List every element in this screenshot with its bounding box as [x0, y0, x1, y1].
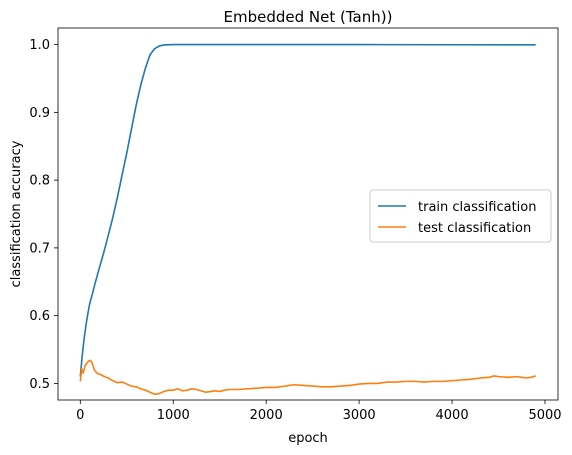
plot-frame [57, 27, 559, 401]
legend-label-test: test classification [418, 221, 531, 236]
x-axis-label: epoch [288, 431, 328, 446]
x-tick-label: 4000 [436, 408, 469, 423]
y-tick-label: 1.0 [29, 38, 50, 53]
chart-title: Embedded Net (Tanh)) [224, 8, 393, 26]
legend: train classification test classification [369, 189, 552, 243]
y-tick-label: 0.8 [29, 174, 50, 189]
y-axis-label: classification accuracy [9, 140, 24, 287]
series-line-train [79, 43, 536, 377]
x-tick-label: 2000 [250, 408, 283, 423]
x-axis-ticks: 0 1000 2000 3000 4000 5000 [76, 400, 562, 423]
legend-box [369, 189, 552, 243]
y-tick-label: 0.7 [29, 241, 50, 256]
x-tick-label: 5000 [528, 408, 561, 423]
series-layer [79, 43, 536, 396]
y-tick-label: 0.9 [29, 106, 50, 121]
x-tick-label: 3000 [343, 408, 376, 423]
legend-label-train: train classification [418, 200, 536, 215]
y-tick-label: 0.6 [29, 309, 50, 324]
y-tick-label: 0.5 [29, 377, 50, 392]
y-axis-ticks: 0.5 0.6 0.7 0.8 0.9 1.0 [29, 38, 58, 392]
x-tick-label: 1000 [157, 408, 190, 423]
x-tick-label: 0 [76, 408, 84, 423]
series-line-test [79, 359, 536, 396]
